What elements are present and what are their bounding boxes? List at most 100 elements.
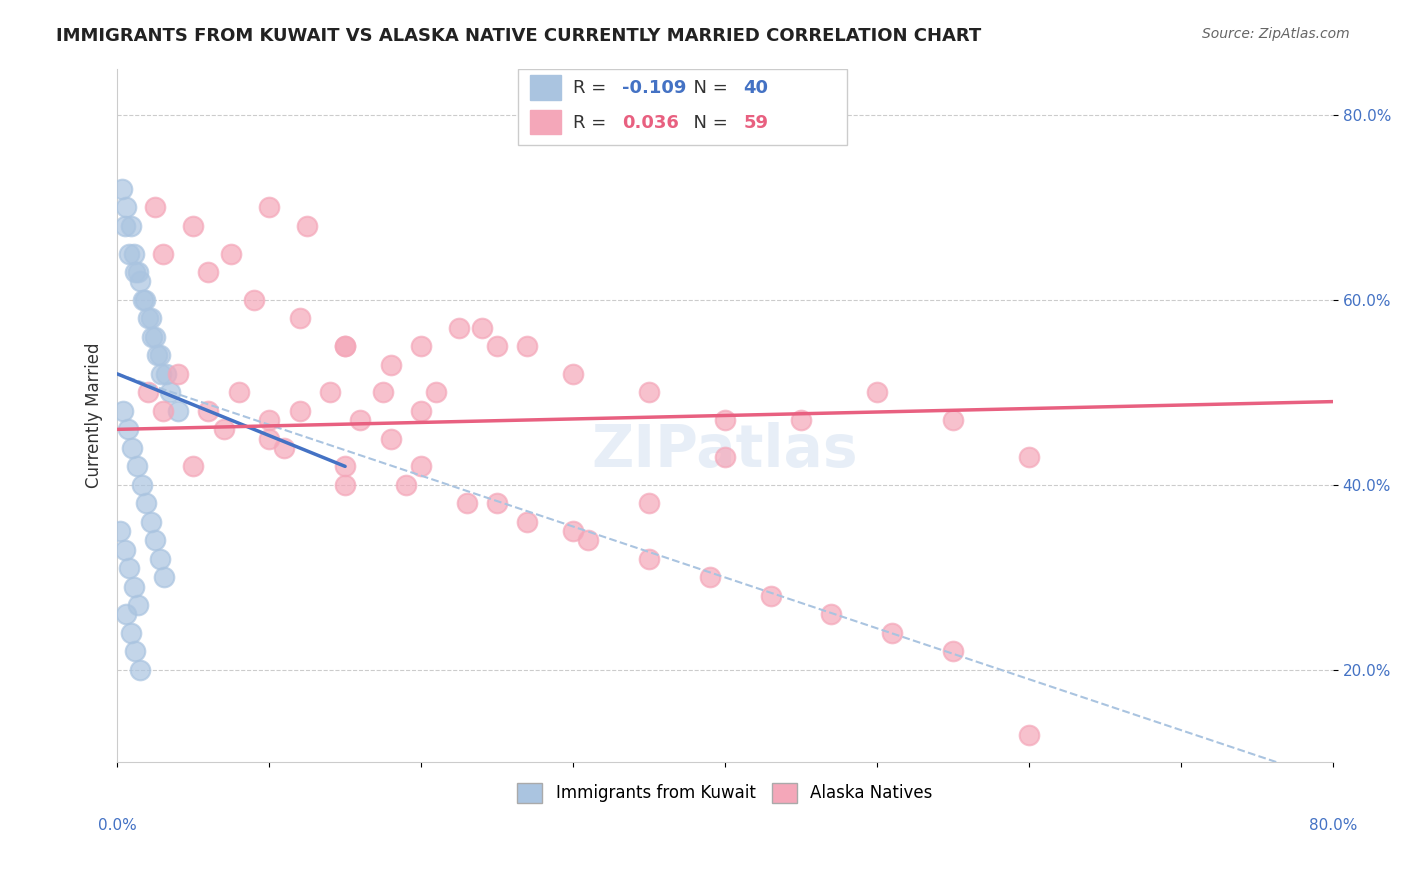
Point xyxy=(159,385,181,400)
Text: ZIPatlas: ZIPatlas xyxy=(592,422,858,479)
Point xyxy=(121,441,143,455)
Point xyxy=(181,459,204,474)
Point xyxy=(228,385,250,400)
FancyBboxPatch shape xyxy=(519,69,846,145)
Point xyxy=(576,533,599,548)
Point xyxy=(219,246,242,260)
Text: 0.036: 0.036 xyxy=(621,113,679,132)
Point xyxy=(319,385,342,400)
Point xyxy=(118,246,141,260)
Point xyxy=(155,367,177,381)
Point xyxy=(562,367,585,381)
Point xyxy=(759,589,782,603)
Point xyxy=(333,478,356,492)
Point xyxy=(197,404,219,418)
Point xyxy=(409,339,432,353)
Bar xyxy=(530,76,561,100)
Text: 80.0%: 80.0% xyxy=(1309,818,1357,833)
Point xyxy=(486,496,509,510)
Point xyxy=(152,246,174,260)
Point xyxy=(127,598,149,612)
Point xyxy=(212,422,235,436)
Point xyxy=(349,413,371,427)
Point xyxy=(114,542,136,557)
Text: Source: ZipAtlas.com: Source: ZipAtlas.com xyxy=(1202,27,1350,41)
Point xyxy=(134,293,156,307)
Point xyxy=(139,311,162,326)
Point xyxy=(942,644,965,658)
Point xyxy=(139,515,162,529)
Point xyxy=(257,413,280,427)
Point xyxy=(125,459,148,474)
Point xyxy=(1018,450,1040,464)
Point xyxy=(110,524,132,538)
Point xyxy=(132,293,155,307)
Point xyxy=(181,219,204,233)
Point xyxy=(124,265,146,279)
Point xyxy=(129,663,152,677)
Point xyxy=(143,330,166,344)
Point xyxy=(371,385,394,400)
Text: R =: R = xyxy=(574,113,612,132)
Y-axis label: Currently Married: Currently Married xyxy=(86,343,103,488)
Point xyxy=(124,644,146,658)
Point xyxy=(114,219,136,233)
Point xyxy=(143,200,166,214)
Point xyxy=(409,404,432,418)
Point xyxy=(1018,728,1040,742)
Point xyxy=(790,413,813,427)
Point xyxy=(257,432,280,446)
Legend: Immigrants from Kuwait, Alaska Natives: Immigrants from Kuwait, Alaska Natives xyxy=(510,776,939,810)
Point xyxy=(149,552,172,566)
Point xyxy=(882,626,904,640)
Point xyxy=(167,367,190,381)
Point xyxy=(127,265,149,279)
Point xyxy=(112,404,135,418)
Point xyxy=(143,533,166,548)
Point xyxy=(118,561,141,575)
Point xyxy=(699,570,721,584)
Point xyxy=(288,404,311,418)
Point xyxy=(167,404,190,418)
Point xyxy=(135,496,157,510)
Point xyxy=(145,348,167,362)
Point xyxy=(562,524,585,538)
Point xyxy=(295,219,318,233)
Point xyxy=(122,580,145,594)
Point xyxy=(638,496,661,510)
Point xyxy=(395,478,418,492)
Point xyxy=(638,552,661,566)
Point xyxy=(449,320,471,334)
Point xyxy=(333,339,356,353)
Point xyxy=(714,413,737,427)
Point xyxy=(120,219,142,233)
Text: N =: N = xyxy=(682,113,734,132)
Point xyxy=(150,367,173,381)
Text: IMMIGRANTS FROM KUWAIT VS ALASKA NATIVE CURRENTLY MARRIED CORRELATION CHART: IMMIGRANTS FROM KUWAIT VS ALASKA NATIVE … xyxy=(56,27,981,45)
Point xyxy=(136,311,159,326)
Point xyxy=(273,441,295,455)
Point xyxy=(516,515,538,529)
Text: -0.109: -0.109 xyxy=(621,79,686,97)
Text: 40: 40 xyxy=(744,79,768,97)
Point xyxy=(333,459,356,474)
Point xyxy=(111,182,134,196)
Point xyxy=(288,311,311,326)
Point xyxy=(120,626,142,640)
Point xyxy=(380,358,402,372)
Point xyxy=(243,293,266,307)
Point xyxy=(129,274,152,288)
Text: R =: R = xyxy=(574,79,612,97)
Bar xyxy=(530,110,561,135)
Point xyxy=(115,200,138,214)
Point xyxy=(152,404,174,418)
Point xyxy=(456,496,478,510)
Point xyxy=(820,607,842,622)
Point xyxy=(866,385,889,400)
Point xyxy=(257,200,280,214)
Text: 59: 59 xyxy=(744,113,768,132)
Point xyxy=(122,246,145,260)
Point xyxy=(131,478,153,492)
Point xyxy=(380,432,402,446)
Point xyxy=(409,459,432,474)
